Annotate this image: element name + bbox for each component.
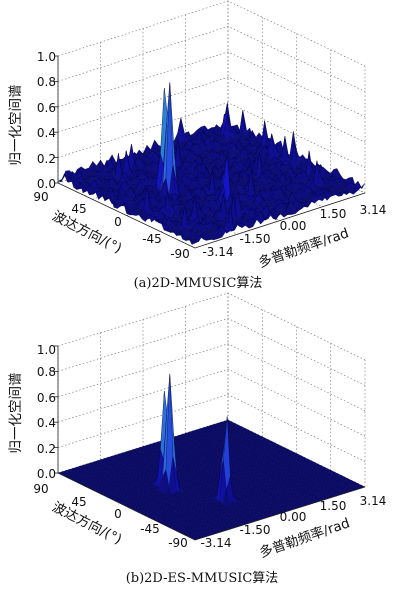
chart-panel-a: 0.0 0.2 0.4 0.6 0.8 1.0 90 45 0 -45 -90 … [7, 0, 387, 291]
z-tick-b-2: 0.4 [37, 416, 56, 430]
grid-line-z [57, 0, 366, 67]
surface-a [57, 82, 366, 245]
axis-line-floor [57, 472, 366, 541]
axes-frame-b [54, 345, 366, 541]
x-tick-a-0: 90 [33, 190, 48, 204]
grid-line-z [57, 76, 366, 143]
z-tick-b-0: 0.0 [37, 467, 56, 481]
x-tick-b-0: 90 [33, 482, 48, 496]
grid-line-z [57, 51, 366, 118]
z-tick-b-4: 0.8 [37, 365, 56, 379]
grid-line-z [57, 368, 366, 437]
x-tick-a-3: -45 [142, 232, 162, 246]
x-axis-label-b: 波达方向/(°) [49, 499, 124, 548]
chart-panel-b: 0.0 0.2 0.4 0.6 0.8 1.0 90 45 0 -45 -90 … [7, 292, 387, 586]
x-tick-b-1: 45 [71, 495, 86, 509]
z-tick-b-1: 0.2 [37, 442, 56, 456]
x-tick-a-1: 45 [71, 202, 86, 216]
caption-b: (b)2D-ES-MMUSIC算法 [126, 571, 279, 586]
y-tick-a-4: 3.14 [360, 203, 387, 217]
x-tick-a-4: -90 [170, 247, 190, 261]
axes-frame-a [54, 55, 366, 249]
z-tick-a-2: 0.4 [37, 126, 56, 140]
surface-b [57, 373, 366, 541]
grid-line-z [57, 102, 366, 168]
y-tick-b-4: 3.14 [360, 494, 387, 508]
x-tick-a-2: 0 [114, 215, 122, 229]
grid-line-z [57, 394, 366, 462]
y-tick-b-3: 1.50 [320, 499, 347, 513]
x-tick-b-2: 0 [114, 507, 122, 521]
x-tick-b-4: -90 [168, 536, 188, 550]
z-tick-b-3: 0.6 [37, 391, 56, 405]
grid-line-z [57, 318, 366, 386]
grid-line-z [57, 343, 366, 412]
z-axis-label-a: 归一化空间谱 [7, 85, 24, 166]
x-axis-label-a: 波达方向/(°) [49, 208, 124, 257]
caption-a: (a)2D-MMUSIC算法 [134, 276, 263, 291]
z-axis-label-b: 归一化空间谱 [7, 373, 24, 454]
axis-line-floor [57, 182, 366, 249]
z-tick-a-1: 0.2 [37, 152, 56, 166]
y-tick-a-2: 0.00 [280, 219, 307, 233]
y-tick-a-3: 1.50 [320, 207, 347, 221]
grid-line-z [57, 26, 366, 92]
y-tick-b-1: -1.50 [239, 523, 270, 537]
z-tick-a-4: 0.8 [37, 75, 56, 89]
surface-cell [191, 239, 200, 245]
z-tick-a-0: 0.0 [37, 177, 56, 191]
x-tick-b-3: -45 [140, 522, 160, 536]
z-tick-b-5: 1.0 [37, 343, 56, 357]
grid-line-z [57, 292, 366, 361]
z-tick-a-5: 1.0 [37, 50, 56, 64]
z-tick-a-3: 0.6 [37, 101, 56, 115]
y-tick-b-0: -3.14 [200, 536, 231, 550]
y-tick-a-1: -1.50 [239, 232, 270, 246]
y-tick-a-0: -3.14 [202, 245, 233, 259]
y-tick-b-2: 0.00 [280, 510, 307, 524]
